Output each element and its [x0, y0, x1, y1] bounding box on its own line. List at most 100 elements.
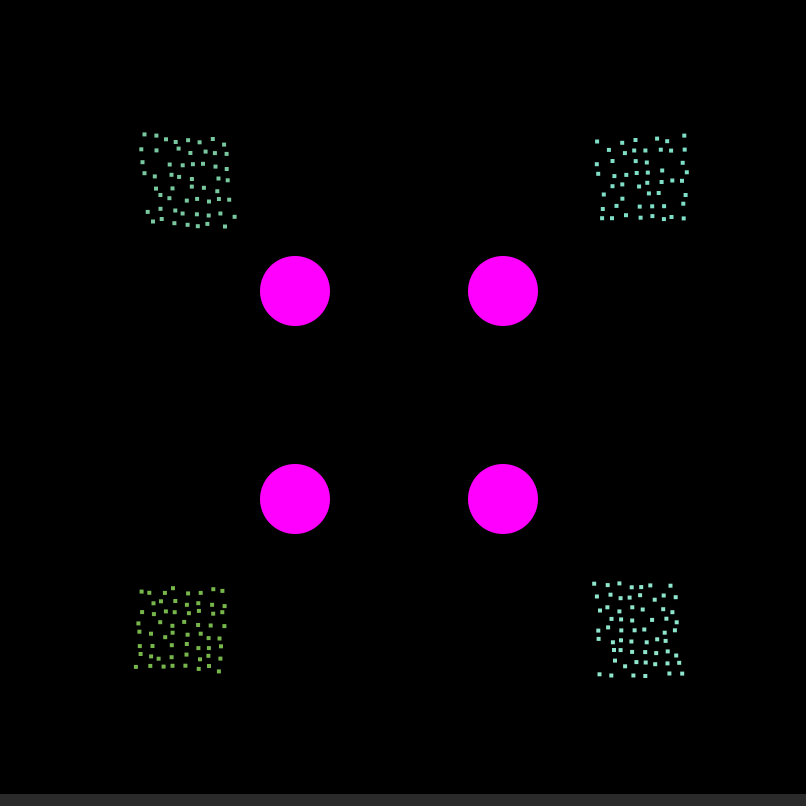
- cluster-dot: [684, 170, 689, 175]
- cluster-dot: [170, 623, 175, 628]
- cluster-dot: [190, 162, 195, 167]
- cluster-dot: [643, 660, 648, 665]
- cluster-dot: [677, 660, 682, 665]
- cluster-dot: [150, 644, 155, 648]
- cluster-dot: [163, 609, 168, 614]
- cluster-dot: [169, 172, 174, 177]
- cluster-dot: [637, 204, 642, 209]
- cluster-dot: [208, 623, 213, 628]
- cluster-dot: [674, 653, 679, 658]
- cluster-dot: [211, 611, 216, 616]
- cluster-dot: [680, 178, 684, 183]
- dot-cluster-bottom-right: [592, 581, 685, 678]
- magenta-target-2[interactable]: [468, 256, 538, 326]
- dot-clusters-layer: [133, 132, 689, 678]
- cluster-dot: [642, 627, 647, 632]
- cluster-dot: [149, 631, 153, 636]
- cluster-dot: [655, 136, 660, 141]
- cluster-dot: [672, 628, 677, 633]
- cluster-dot: [613, 658, 617, 663]
- cluster-dot: [169, 655, 174, 660]
- cluster-dot: [207, 199, 211, 204]
- cluster-dot: [618, 648, 623, 653]
- cluster-dot: [637, 184, 642, 189]
- cluster-dot: [665, 649, 670, 654]
- cluster-dot: [597, 672, 602, 677]
- cluster-dot: [614, 203, 619, 208]
- cluster-dot: [629, 585, 634, 590]
- cluster-dot: [622, 151, 627, 156]
- cluster-dot: [201, 161, 205, 166]
- cluster-dot: [206, 213, 211, 218]
- cluster-dot: [218, 211, 223, 216]
- cluster-dot: [664, 616, 669, 621]
- targets-layer: [260, 256, 538, 534]
- cluster-dot: [594, 594, 599, 599]
- cluster-dot: [138, 652, 143, 656]
- cluster-dot: [215, 189, 220, 194]
- cluster-dot: [162, 590, 167, 595]
- cluster-dot: [639, 585, 644, 590]
- cluster-dot: [203, 149, 208, 154]
- cluster-dot: [195, 196, 200, 201]
- cluster-dot: [661, 593, 666, 598]
- magenta-target-1[interactable]: [260, 256, 330, 326]
- cluster-dot: [167, 196, 172, 201]
- cluster-dot: [644, 160, 649, 165]
- cluster-dot: [645, 180, 650, 185]
- cluster-dot: [159, 217, 164, 221]
- cluster-dot: [673, 595, 678, 600]
- cluster-dot: [232, 214, 237, 219]
- cluster-dot: [594, 162, 599, 167]
- cluster-dot: [170, 630, 175, 635]
- cluster-dot: [167, 162, 172, 167]
- cluster-dot: [142, 132, 147, 137]
- cluster-dot: [210, 137, 215, 141]
- cluster-dot: [620, 140, 625, 145]
- magenta-target-4[interactable]: [468, 464, 538, 534]
- cluster-dot: [158, 206, 163, 211]
- cluster-dot: [145, 209, 150, 214]
- cluster-dot: [650, 214, 655, 219]
- cluster-dot: [665, 139, 670, 144]
- cluster-dot: [631, 673, 636, 678]
- cluster-dot: [655, 637, 660, 642]
- cluster-dot: [617, 609, 622, 614]
- cluster-dot: [669, 215, 674, 219]
- cluster-dot: [683, 193, 688, 197]
- cluster-dot: [600, 207, 605, 211]
- cluster-dot: [650, 204, 655, 209]
- cluster-dot: [140, 610, 145, 615]
- cluster-dot: [173, 140, 178, 144]
- cluster-dot: [176, 146, 181, 151]
- cluster-dot: [210, 602, 215, 607]
- cluster-dot: [643, 650, 648, 655]
- cluster-dot: [606, 625, 611, 630]
- cluster-dot: [180, 211, 185, 216]
- cluster-dot: [164, 137, 168, 142]
- cluster-dot: [612, 648, 616, 652]
- cluster-dot: [632, 628, 637, 633]
- cluster-dot: [196, 646, 201, 651]
- cluster-dot: [227, 197, 232, 202]
- cluster-dot: [605, 605, 610, 610]
- cluster-dot: [136, 621, 141, 626]
- cluster-dot: [653, 662, 658, 667]
- cluster-dot: [196, 666, 201, 671]
- cluster-dot: [177, 174, 182, 179]
- cluster-dot: [198, 631, 203, 636]
- cluster-dot: [598, 608, 602, 613]
- cluster-dot: [158, 193, 163, 197]
- cluster-dot: [633, 159, 638, 164]
- cluster-dot: [182, 619, 187, 624]
- cluster-dot: [151, 601, 156, 606]
- cluster-dot: [668, 583, 673, 588]
- cluster-dot: [186, 591, 191, 596]
- cluster-dot: [170, 186, 175, 191]
- cluster-dot: [612, 174, 617, 179]
- magenta-target-3[interactable]: [260, 464, 330, 534]
- cluster-dot: [216, 669, 221, 674]
- cluster-dot: [170, 663, 175, 668]
